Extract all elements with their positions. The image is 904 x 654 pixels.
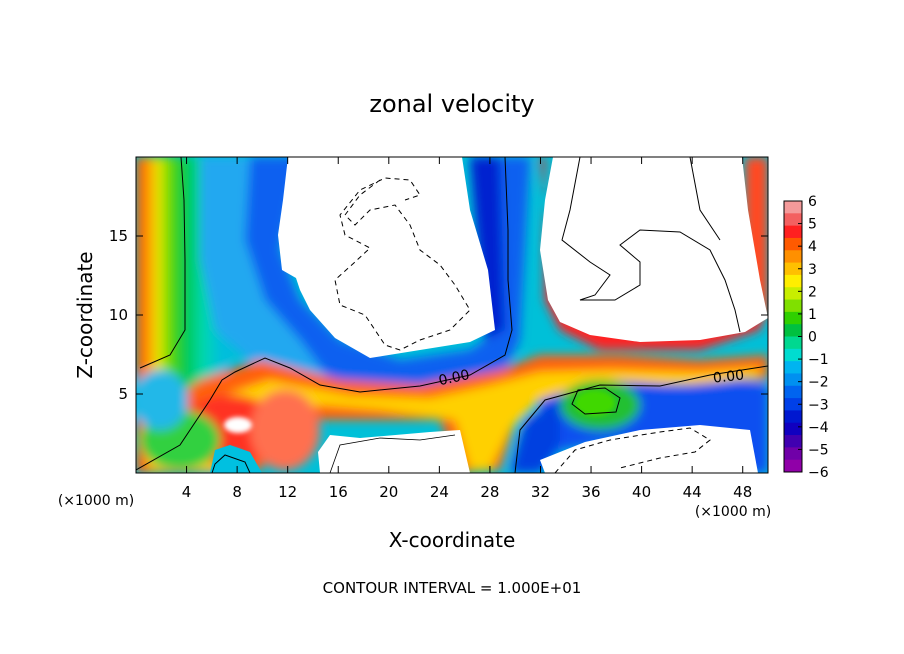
colorbar-swatch: [784, 299, 802, 313]
colorbar-swatch: [784, 324, 802, 337]
z-unit-label: (×1000 m): [58, 493, 134, 509]
colorbar-swatch: [784, 410, 802, 424]
x-tick-label: 4: [182, 483, 192, 501]
x-tick-label: 40: [632, 483, 651, 501]
x-tick-label: 12: [278, 483, 297, 501]
colorbar-tick-label: −5: [808, 442, 829, 458]
colorbar-swatch: [784, 361, 802, 374]
x-axis: 4 8 12 16 20 24 28 32 36 40 44 48: [182, 157, 752, 501]
colorbar-swatch: [784, 336, 802, 350]
colorbar-tick-label: −4: [808, 420, 829, 436]
contour-label: 0.00: [712, 367, 745, 386]
x-tick-label: 44: [683, 483, 702, 501]
colorbar-swatch: [784, 213, 802, 227]
contour-lines: [136, 157, 768, 473]
colorbar-swatch: [784, 237, 802, 251]
x-tick-label: 8: [232, 483, 242, 501]
colorbar: 6 5 4 3 2 1 0 −1 −2 −3 −4 −5 −6: [783, 194, 829, 481]
colorbar-swatch: [784, 250, 802, 264]
x-tick-label: 20: [379, 483, 398, 501]
colorbar-swatch: [784, 447, 802, 461]
colorbar-swatch: [784, 201, 802, 214]
x-tick-label: 48: [733, 483, 752, 501]
colorbar-swatch: [784, 373, 802, 387]
y-tick-label: 5: [118, 385, 128, 403]
colorbar-swatch: [784, 287, 802, 301]
colorbar-tick-label: 5: [808, 217, 817, 233]
x-tick-label: 16: [329, 483, 348, 501]
colorbar-tick-label: 0: [808, 330, 817, 346]
colorbar-swatch: [784, 262, 802, 276]
colorbar-swatch: [784, 274, 802, 288]
x-tick-label: 28: [480, 483, 499, 501]
colorbar-swatch: [784, 422, 802, 436]
contour-label-group: 0.00 0.00: [437, 367, 745, 389]
y-tick-label: 15: [109, 227, 128, 245]
colorbar-tick-label: −1: [808, 352, 829, 368]
y-axis: 5 10 15: [109, 227, 768, 403]
colorbar-swatch: [784, 311, 802, 325]
x-axis-label: X-coordinate: [389, 528, 516, 552]
contour-label: 0.00: [437, 367, 471, 389]
x-tick-label: 24: [430, 483, 449, 501]
colorbar-swatch: [784, 225, 802, 239]
colorbar-tick-label: 1: [808, 307, 817, 323]
colorbar-tick-label: 6: [808, 194, 817, 210]
colorbar-tick-label: 3: [808, 262, 817, 278]
colorbar-tick-label: −6: [808, 465, 829, 481]
colorbar-tick-label: 4: [808, 239, 817, 255]
colorbar-tick-label: 2: [808, 284, 817, 300]
colorbar-swatch: [784, 398, 802, 411]
contour-interval-note: CONTOUR INTERVAL = 1.000E+01: [323, 579, 582, 597]
colorbar-swatch: [784, 459, 802, 473]
x-tick-label: 32: [531, 483, 550, 501]
y-tick-label: 10: [109, 306, 128, 324]
colorbar-swatch: [784, 385, 802, 399]
heatmap-field: [136, 157, 768, 473]
colorbar-swatch: [784, 435, 802, 448]
colorbar-tick-label: −3: [808, 397, 829, 413]
colorbar-tick-label: −2: [808, 375, 829, 391]
colorbar-swatch: [784, 348, 802, 362]
y-axis-label: Z-coordinate: [73, 251, 97, 378]
x-unit-label: (×1000 m): [695, 504, 771, 520]
x-tick-label: 36: [581, 483, 600, 501]
chart-title: zonal velocity: [369, 90, 534, 118]
